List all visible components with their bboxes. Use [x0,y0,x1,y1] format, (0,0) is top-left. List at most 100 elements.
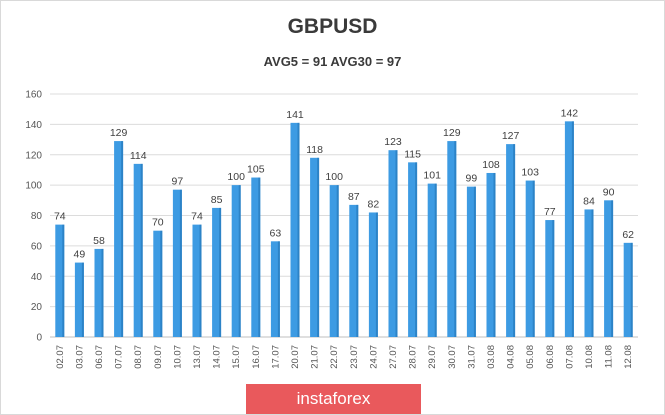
data-label: 74 [191,211,203,223]
x-tick-label: 31.07 [466,345,477,369]
data-label: 141 [286,109,304,121]
bar [251,177,261,337]
bar-shade [81,262,84,337]
x-tick-label: 22.07 [329,345,340,369]
bar [525,180,535,337]
bar-shade [532,180,535,337]
data-label: 90 [603,186,615,198]
x-tick-label: 09.07 [153,345,164,369]
y-tick-label: 20 [31,302,43,313]
x-tick-label: 08.07 [133,345,144,369]
data-label: 85 [211,194,223,206]
y-tick-label: 80 [31,211,43,222]
y-tick-label: 140 [25,120,42,131]
data-label: 100 [325,171,343,183]
bar [172,189,182,337]
x-tick-label: 11.08 [604,345,615,368]
data-label: 49 [74,249,86,261]
bar [153,230,163,337]
bar-shade [179,189,182,337]
y-tick-label: 40 [31,272,43,283]
data-label: 118 [306,144,323,156]
data-label: 114 [130,150,147,162]
data-label: 100 [227,171,245,183]
data-label: 129 [110,127,128,139]
bar [584,209,594,337]
bar-shade [415,162,418,337]
x-tick-label: 23.07 [349,345,360,369]
bar [368,212,378,337]
bar [447,141,457,337]
bar [74,262,84,337]
bar [114,141,124,337]
bar [408,162,418,337]
bar-shade [473,186,476,337]
x-tick-label: 28.07 [408,345,419,369]
data-label: 62 [622,229,634,241]
bar-shade [160,230,163,337]
x-tick-label: 10.07 [172,345,183,369]
bar-shade [375,212,378,337]
x-tick-label: 14.07 [212,345,223,369]
bar-shade [297,122,300,337]
data-label: 99 [466,173,478,185]
data-label: 77 [544,206,556,218]
bar-shade [356,204,359,337]
bar-shade [454,141,457,337]
bar [604,200,614,337]
x-axis: 02.07 03.07 06.07 07.07 08.07 09.07 10.07 13.07… [55,345,634,369]
bar [349,204,359,337]
data-label: 103 [521,167,539,179]
bar [290,122,300,337]
x-tick-label: 27.07 [388,345,399,369]
bar-shade [238,185,241,337]
bar-shade [140,163,143,337]
y-tick-label: 60 [31,241,43,252]
x-tick-label: 12.08 [623,345,634,369]
bar [564,121,574,338]
data-label: 70 [152,217,164,229]
instaforex-watermark: instaforex [246,384,421,414]
x-tick-label: 03.07 [74,345,85,369]
x-tick-label: 04.08 [506,345,517,369]
y-tick-label: 0 [36,333,42,344]
bar [506,144,516,337]
bar-shade [219,207,222,337]
bar [388,150,398,337]
x-tick-label: 02.07 [55,345,66,369]
bar-shade [121,141,124,337]
bar-shade [395,150,398,337]
x-tick-label: 29.07 [427,345,438,369]
data-label: 115 [404,148,421,160]
bar-shade [552,220,555,337]
x-tick-label: 17.07 [270,345,281,369]
bar [270,241,280,337]
x-tick-label: 30.07 [447,345,458,369]
bar-shade [101,248,104,337]
y-tick-label: 160 [25,90,42,101]
data-label: 84 [583,195,595,207]
x-tick-label: 20.07 [290,345,301,369]
x-tick-label: 07.07 [114,345,125,369]
x-tick-label: 06.08 [545,345,556,369]
data-label: 74 [54,211,66,223]
bar [486,172,496,337]
chart-title: GBPUSD [287,15,378,38]
bar [192,224,202,337]
bar-shade [571,121,574,338]
x-tick-label: 21.07 [310,345,321,369]
bar-shade [630,242,633,337]
bar [133,163,143,337]
data-label: 101 [423,170,441,182]
x-tick-label: 16.07 [251,345,262,369]
x-tick-label: 24.07 [368,345,379,369]
data-label: 142 [561,107,579,119]
data-label: 127 [502,130,520,142]
y-tick-label: 120 [25,150,42,161]
bar [623,242,633,337]
data-label: 97 [172,176,184,188]
data-label: 105 [247,164,265,176]
bar [329,185,339,337]
bar [545,220,555,337]
